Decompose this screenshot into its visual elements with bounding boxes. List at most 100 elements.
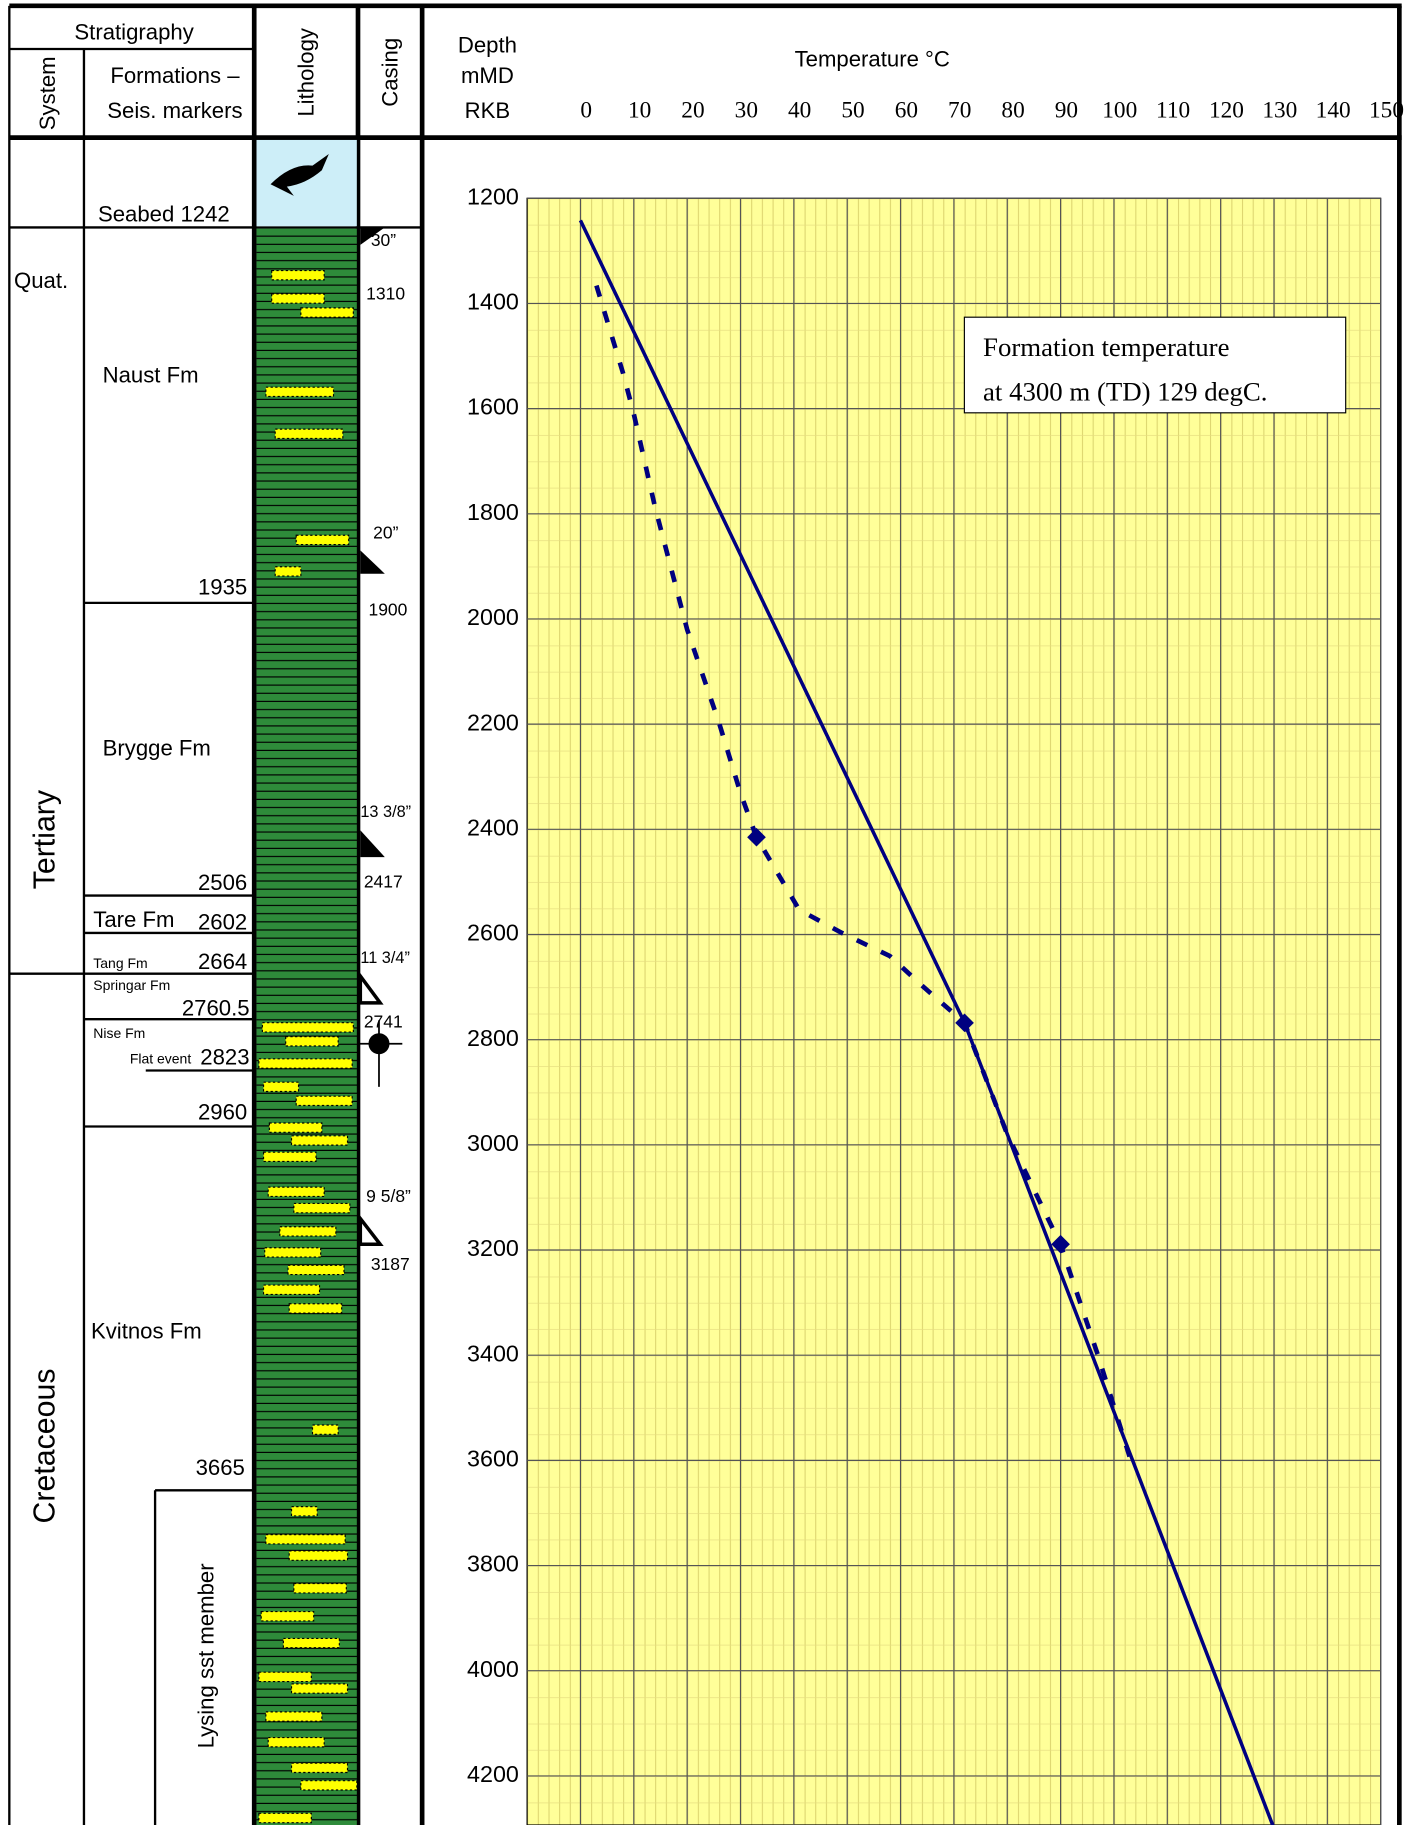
formation-depth: 2664 <box>198 949 247 974</box>
x-tick-label: 80 <box>1001 97 1024 123</box>
y-tick-label: 4200 <box>467 1761 519 1787</box>
sand-bed <box>290 1762 349 1774</box>
sand-bed <box>265 1534 346 1545</box>
sand-bed <box>274 566 302 577</box>
formation-label: Brygge Fm <box>103 736 211 761</box>
y-tick-label: 3600 <box>467 1446 519 1472</box>
casing-label: 13 3/8” <box>360 803 411 821</box>
annotation: Formation temperature <box>983 332 1229 362</box>
sand-bed <box>262 1284 321 1295</box>
y-tick-label: 2200 <box>467 709 519 735</box>
formation-label: Seabed 1242 <box>98 202 230 227</box>
y-tick-label: 2600 <box>467 920 519 946</box>
sand-bed <box>258 1812 312 1824</box>
x-tick-label: 90 <box>1055 97 1078 123</box>
y-tick-label: 4000 <box>467 1656 519 1682</box>
formation-label: Nise Fm <box>93 1025 145 1041</box>
formation-depth: 1935 <box>198 575 247 600</box>
sand-bed <box>295 1095 353 1107</box>
x-tick-label: 120 <box>1209 97 1244 123</box>
sand-bed <box>265 386 335 398</box>
x-tick-label: 0 <box>580 97 592 123</box>
sand-bed <box>262 1081 300 1093</box>
x-tick-label: 40 <box>788 97 811 123</box>
header: Lithology <box>294 27 319 117</box>
y-axis-label: Depth <box>458 33 517 58</box>
x-tick-label: 150 <box>1369 97 1404 123</box>
sand-bed <box>279 1226 337 1237</box>
sand-bed <box>260 1611 315 1622</box>
y-axis-label: mMD <box>461 63 514 88</box>
formation-label: Kvitnos Fm <box>91 1319 202 1344</box>
header: Seis. markers <box>107 98 242 123</box>
sand-bed <box>293 1202 351 1214</box>
casing-depth: 1900 <box>368 600 407 620</box>
sand-bed <box>265 1711 323 1722</box>
system-label: Quat. <box>14 268 68 293</box>
formation-label: Lysing sst member <box>193 1563 218 1748</box>
y-tick-label: 3200 <box>467 1235 519 1261</box>
casing-label: 11 3/4” <box>360 949 410 967</box>
sand-bed <box>290 1683 349 1694</box>
sand-bed <box>274 428 344 440</box>
sand-bed <box>267 1736 325 1748</box>
sand-bed <box>258 1671 312 1683</box>
x-tick-label: 140 <box>1316 97 1351 123</box>
formation-label: Naust Fm <box>103 363 199 388</box>
formation-depth: 2760.5 <box>182 996 250 1021</box>
y-tick-label: 2000 <box>467 604 519 630</box>
sand-bed <box>264 1247 322 1258</box>
sand-bed <box>258 1058 353 1069</box>
casing-label: 30” <box>371 230 396 250</box>
header: Formations – <box>110 63 240 88</box>
y-tick-label: 1600 <box>467 394 519 420</box>
y-axis-label: RKB <box>465 98 511 123</box>
casing-depth: 3187 <box>371 1254 410 1274</box>
sand-bed <box>271 293 325 304</box>
x-tick-label: 20 <box>681 97 704 123</box>
header: Casing <box>378 38 403 107</box>
annotation-box <box>963 316 1347 414</box>
sand-bed <box>295 534 350 546</box>
sand-bed <box>282 1637 340 1649</box>
casing-label: 9 5/8” <box>366 1186 411 1206</box>
sand-bed <box>290 1135 349 1146</box>
annotation: at 4300 m (TD) 129 degC. <box>983 376 1267 406</box>
y-tick-label: 2800 <box>467 1025 519 1051</box>
y-tick-label: 3800 <box>467 1551 519 1577</box>
casing-depth: 2417 <box>364 871 403 891</box>
plot-area <box>526 197 1382 1825</box>
formation-label: Tare Fm <box>93 907 174 932</box>
sand-bed <box>268 1122 323 1133</box>
marker-label: Flat event <box>130 1051 192 1067</box>
formation-label: Tang Fm <box>93 955 147 971</box>
y-tick-label: 3400 <box>467 1340 519 1366</box>
sand-bed <box>293 1583 347 1594</box>
data-point <box>747 827 766 847</box>
y-tick-label: 3000 <box>467 1130 519 1156</box>
sand-bed <box>300 307 354 318</box>
x-tick-label: 60 <box>895 97 918 123</box>
lithology-column <box>256 139 358 1825</box>
sand-bed <box>288 1550 349 1561</box>
header: System <box>35 56 60 130</box>
formation-label: Springar Fm <box>93 977 170 993</box>
sand-bed <box>288 1303 343 1314</box>
x-tick-label: 10 <box>628 97 651 123</box>
formation-depth: 2823 <box>200 1045 249 1070</box>
sand-bed <box>290 1506 318 1517</box>
formation-depth: 2506 <box>198 870 247 895</box>
x-tick-label: 50 <box>841 97 864 123</box>
series-line <box>594 284 1133 1459</box>
y-tick-label: 2400 <box>467 814 519 840</box>
casing-shoes <box>357 227 403 1247</box>
x-tick-label: 30 <box>735 97 758 123</box>
sand-bed <box>311 1424 339 1435</box>
sand-bed <box>261 1022 354 1033</box>
formation-depth: 2960 <box>198 1099 247 1124</box>
x-tick-label: 110 <box>1156 97 1190 123</box>
sand-bed <box>285 1036 339 1047</box>
x-tick-label: 100 <box>1102 97 1137 123</box>
y-tick-label: 1400 <box>467 289 519 315</box>
